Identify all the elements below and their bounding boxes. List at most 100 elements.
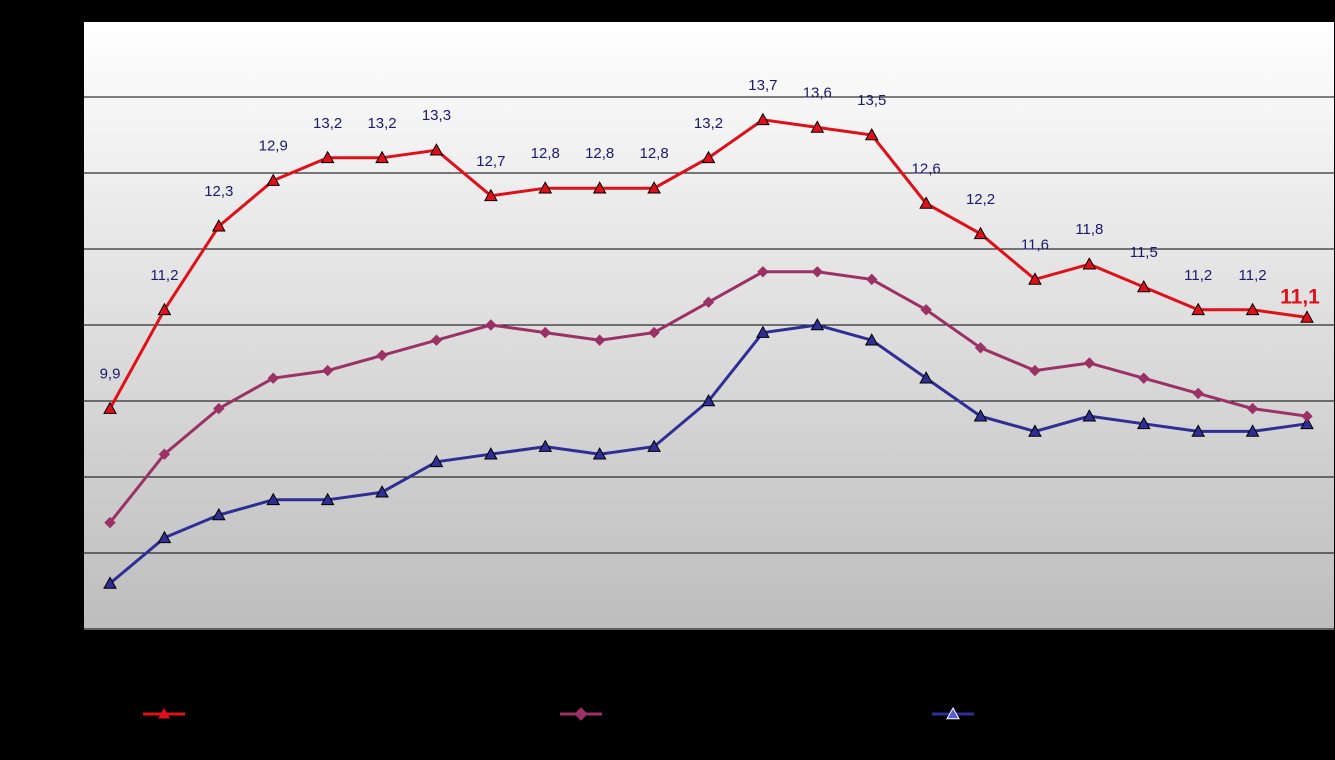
data-label: 13,2 [367, 115, 396, 132]
data-point [1029, 364, 1041, 377]
data-point [157, 302, 172, 316]
data-point [866, 273, 878, 286]
data-point [1136, 279, 1151, 293]
data-point [1300, 416, 1314, 430]
data-point [701, 393, 716, 407]
data-point [756, 112, 770, 126]
data-point [211, 219, 226, 232]
data-label: 12,3 [204, 183, 233, 200]
data-point [266, 173, 281, 186]
data-point [593, 334, 606, 346]
data-label: 11,6 [1021, 236, 1049, 253]
data-point [1028, 272, 1042, 285]
data-point [919, 196, 933, 209]
data-label: 12,8 [531, 145, 560, 162]
data-point [484, 447, 498, 460]
data-label: 12,2 [966, 191, 995, 208]
data-point [157, 530, 172, 544]
data-point [538, 439, 553, 452]
data-point [484, 188, 498, 202]
data-point [919, 371, 933, 384]
data-point [104, 516, 116, 529]
legend [143, 706, 974, 721]
legend-item-2 [932, 706, 974, 720]
data-point [539, 326, 551, 339]
data-point [1083, 357, 1096, 369]
data-point [430, 334, 443, 346]
data-label: 11,8 [1075, 221, 1103, 238]
data-point [376, 349, 388, 362]
data-point [103, 576, 117, 589]
legend-marker [946, 706, 960, 720]
data-point [1245, 424, 1260, 437]
data-label: 11,2 [1239, 267, 1267, 284]
data-label: 13,6 [803, 84, 832, 101]
data-point [1082, 409, 1097, 422]
data-point [267, 372, 279, 384]
data-label: 13,7 [748, 77, 777, 94]
data-point [1082, 257, 1097, 270]
data-label: 13,5 [857, 92, 886, 109]
data-point [1246, 402, 1259, 415]
data-label: 13,2 [313, 115, 342, 132]
plot-area [84, 22, 1334, 630]
data-point [974, 342, 987, 354]
data-point [320, 492, 335, 506]
data-point [266, 492, 281, 506]
data-point [1136, 416, 1151, 430]
data-point [757, 266, 769, 278]
data-point [320, 150, 335, 164]
data-labels: 9,9 11,2 12,3 12,9 13,2 13,2 13,3 12,7 12,8 12,8 1… [100, 77, 1321, 383]
data-label: 11,1 [1280, 285, 1320, 308]
data-label: 12,9 [259, 138, 288, 155]
series-1 [104, 266, 1313, 529]
data-point [973, 226, 988, 240]
data-point [213, 402, 225, 415]
series-layer [103, 112, 1314, 589]
data-point [1301, 410, 1313, 422]
data-point [1300, 310, 1314, 323]
data-label: 13,3 [422, 107, 451, 124]
data-label: 13,2 [694, 115, 723, 132]
data-label: 12,8 [639, 145, 668, 162]
data-point [1191, 302, 1206, 316]
series-2 [103, 317, 1314, 589]
data-point [103, 401, 117, 414]
data-point [1191, 424, 1206, 437]
legend-item-1 [560, 707, 602, 721]
data-point [1138, 372, 1150, 384]
data-point [592, 181, 607, 194]
data-point [1192, 387, 1204, 400]
data-point [375, 485, 389, 498]
data-label: 12,6 [912, 160, 941, 177]
data-point [211, 507, 226, 521]
data-label: 12,7 [476, 153, 505, 170]
data-point [647, 439, 661, 452]
legend-item-0 [143, 707, 185, 719]
data-point [864, 333, 879, 346]
data-label: 11,5 [1130, 244, 1158, 261]
legend-marker [574, 707, 588, 721]
data-point [321, 364, 334, 377]
data-point [647, 181, 661, 194]
data-label: 11,2 [150, 267, 178, 284]
data-point [485, 319, 497, 331]
data-point [811, 266, 824, 278]
data-point [538, 181, 553, 194]
data-point [702, 296, 715, 308]
series-0 [103, 112, 1314, 414]
data-point [429, 143, 444, 156]
data-point [1245, 302, 1260, 316]
data-point [375, 150, 389, 164]
data-point [973, 409, 988, 422]
data-point [810, 120, 825, 133]
data-point [810, 317, 825, 331]
data-label: 12,8 [585, 145, 614, 162]
data-point [158, 448, 171, 460]
data-point [701, 150, 716, 164]
data-point [864, 127, 879, 141]
data-label: 9,9 [100, 366, 121, 383]
legend-marker [158, 707, 170, 719]
data-point [756, 325, 770, 338]
